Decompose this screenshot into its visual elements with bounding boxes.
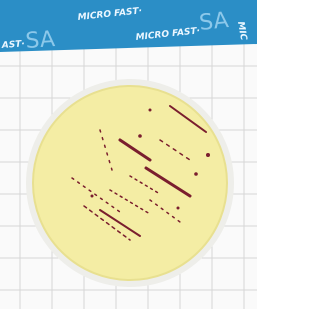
agar — [33, 86, 227, 280]
photo: AST· SA MICRO FAST· MICRO FAST· SA MIC — [0, 0, 257, 309]
banner-text: AST· — [1, 39, 26, 51]
banner-logo: SA — [25, 27, 56, 54]
banner-logo: SA — [198, 8, 230, 36]
